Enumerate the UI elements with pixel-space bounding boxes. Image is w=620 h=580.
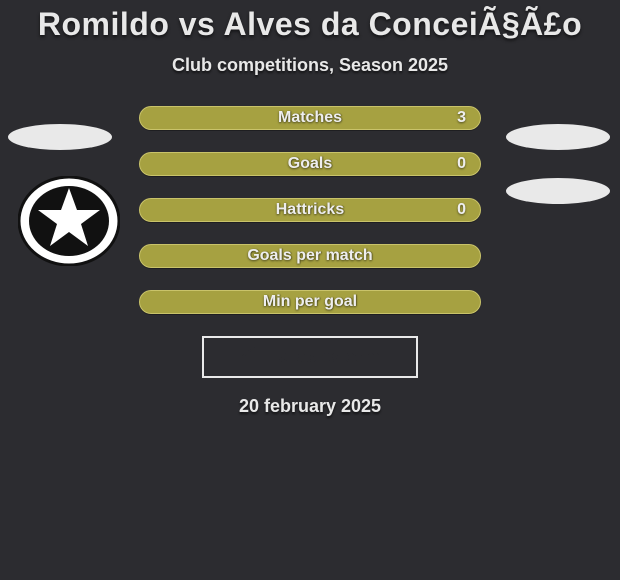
stat-row-min-per-goal: Min per goal — [139, 290, 481, 314]
stat-label: Min per goal — [140, 293, 480, 311]
stat-row-goals-per-match: Goals per match — [139, 244, 481, 268]
date-text: 20 february 2025 — [239, 396, 381, 417]
stat-row-goals: Goals 0 — [139, 152, 481, 176]
chart-icon — [240, 347, 262, 367]
stat-label: Goals — [140, 155, 480, 173]
stat-value: 3 — [457, 109, 466, 127]
decor-ellipse-left — [8, 124, 112, 150]
stat-label: Hattricks — [140, 201, 480, 219]
site-name: FcTables.com — [268, 347, 380, 367]
page-title: Romildo vs Alves da ConceiÃ§Ã£o — [38, 6, 582, 43]
stat-value: 0 — [457, 155, 466, 173]
decor-ellipse-right-1 — [506, 124, 610, 150]
stats-panel: Matches 3 Goals 0 Hattricks 0 Goals per … — [139, 106, 481, 314]
site-badge: FcTables.com — [202, 336, 418, 378]
decor-ellipse-right-2 — [506, 178, 610, 204]
stat-row-matches: Matches 3 — [139, 106, 481, 130]
club-badge-icon — [18, 176, 120, 266]
stat-value: 0 — [457, 201, 466, 219]
stat-label: Goals per match — [140, 247, 480, 265]
stat-label: Matches — [140, 109, 480, 127]
stat-row-hattricks: Hattricks 0 — [139, 198, 481, 222]
page-subtitle: Club competitions, Season 2025 — [172, 55, 448, 76]
